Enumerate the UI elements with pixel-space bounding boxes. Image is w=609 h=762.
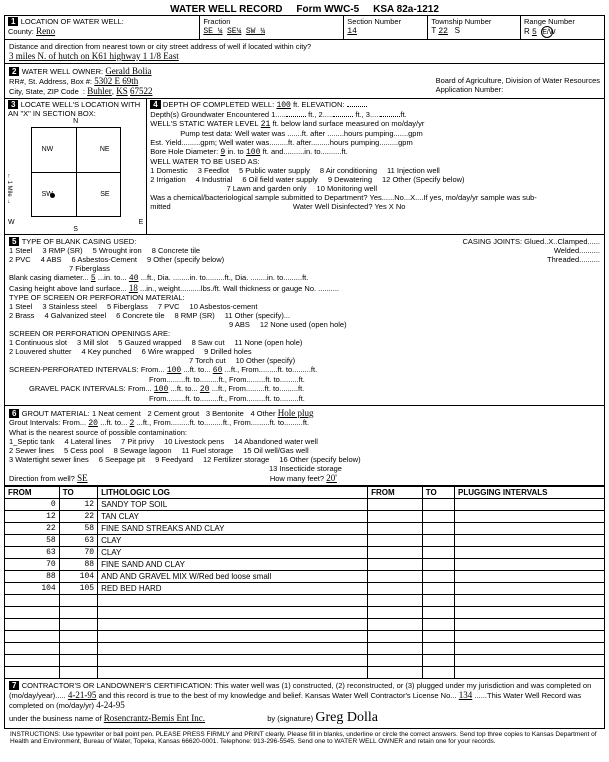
section-box-diagram: NW NE SW SE xyxy=(31,127,121,217)
grout-other: Hole plug xyxy=(278,408,314,418)
section-5-badge: 5 xyxy=(9,237,19,246)
township-no-label: Township Number xyxy=(431,17,491,26)
section-7-badge: 7 xyxy=(9,681,19,690)
city-value: Buhler xyxy=(87,86,112,96)
chem-q: Was a chemical/bacteriological sample su… xyxy=(150,193,537,202)
blank-dia: 5 xyxy=(91,274,96,283)
section-1-badge: 1 xyxy=(8,17,18,26)
disinfected: Water Well Disinfected? Yes X No xyxy=(293,202,406,211)
log-col-lith: LITHOLOGIC LOG xyxy=(98,487,368,499)
lithologic-log-table: FROM TO LITHOLOGIC LOG FROM TO PLUGGING … xyxy=(4,486,605,679)
signature: Greg Dolla xyxy=(315,710,378,725)
section-3-badge: 3 xyxy=(8,100,18,109)
section-6-badge: 6 xyxy=(9,409,19,418)
completed-date: 4-21-95 xyxy=(68,690,97,700)
owner-value: Gerald Bolia xyxy=(105,66,151,76)
township-dir: S xyxy=(455,26,460,35)
range-no-value: 5 xyxy=(532,28,537,37)
depth-label: DEPTH OF COMPLETED WELL: xyxy=(163,100,274,109)
form-code: Form WWC-5 xyxy=(296,4,359,15)
log-col-from: FROM xyxy=(5,487,60,499)
grout-from: 20 xyxy=(88,419,98,428)
section-2-badge: 2 xyxy=(9,67,19,76)
location-label: LOCATION OF WATER WELL: xyxy=(21,17,124,26)
depth-value: 100 xyxy=(276,101,290,110)
township-no-value: 22 xyxy=(438,27,448,36)
screen-to: 60 xyxy=(213,366,223,375)
county-label: County: xyxy=(8,27,34,36)
ksa-code: KSA 82a-1212 xyxy=(373,4,439,15)
section-no-label: Section Number xyxy=(347,17,401,26)
log-col-from2: FROM xyxy=(368,487,423,499)
gravel-from: 100 xyxy=(154,385,168,394)
record-date: 4-24-95 xyxy=(96,700,125,710)
static-value: 21 xyxy=(261,120,271,129)
gravel-to: 20 xyxy=(200,385,210,394)
state-value: KS xyxy=(116,86,128,96)
casing-joints: CASING JOINTS: Glued..X..Clamped...... xyxy=(462,237,600,246)
well-location-dot xyxy=(50,193,55,198)
log-col-to2: TO xyxy=(422,487,454,499)
business-name: Rosencrantz-Bemis Ent Inc. xyxy=(104,713,205,723)
owner-label: WATER WELL OWNER: xyxy=(22,67,103,76)
fraction-2: SE¼ xyxy=(227,27,241,36)
uses-list: 1 Domestic 3 Feedlot 5 Public water supp… xyxy=(150,166,601,175)
cert-text2: and this record is true to the best of m… xyxy=(99,691,457,700)
screen-from: 100 xyxy=(167,366,181,375)
contam-q: What is the nearest source of possible c… xyxy=(9,428,187,437)
section-4-badge: 4 xyxy=(150,100,160,109)
board-label: Board of Agriculture, Division of Water … xyxy=(436,76,600,85)
log-col-plug: PLUGGING INTERVALS xyxy=(455,487,605,499)
footer-instructions: INSTRUCTIONS: Use typewriter or ball poi… xyxy=(4,729,605,747)
casing-height: 18 xyxy=(129,283,138,293)
bore-from: 9 xyxy=(220,148,225,157)
log-col-to: TO xyxy=(59,487,97,499)
addr-value: 5302 E 69th xyxy=(94,76,138,86)
addr-label: RR#, St. Address, Box #: xyxy=(9,77,92,86)
bore-to: 100 xyxy=(246,148,260,157)
form-title: WATER WELL RECORD xyxy=(170,4,282,15)
range-dir: E/W xyxy=(541,26,553,38)
city-label: City, State, ZIP Code : xyxy=(9,87,85,96)
distance-value: 3 miles N. of hutch on K61 highway 1 1/8… xyxy=(9,51,179,61)
by-sig-label: by (signature) xyxy=(267,714,313,723)
fraction-3: SW ¼ xyxy=(246,27,265,36)
distance-label: Distance and direction from nearest town… xyxy=(9,42,311,51)
direction-value: SE xyxy=(77,473,88,483)
blank-to: 40 xyxy=(129,274,139,283)
feet-value: 20' xyxy=(326,473,337,483)
fraction-label: Fraction xyxy=(203,17,230,26)
license-no: 134 xyxy=(459,690,473,700)
section-no-value: 14 xyxy=(347,27,357,36)
locate-label: LOCATE WELL'S LOCATION WITH AN "X" IN SE… xyxy=(8,100,140,118)
fraction-1: SE ¼ xyxy=(203,27,222,36)
appno-label: Application Number: xyxy=(436,85,504,94)
range-no-label: Range Number xyxy=(524,17,575,26)
county-value: Reno xyxy=(36,26,55,36)
zip-value: 67522 xyxy=(130,86,153,96)
grout-to: 2 xyxy=(130,419,135,428)
